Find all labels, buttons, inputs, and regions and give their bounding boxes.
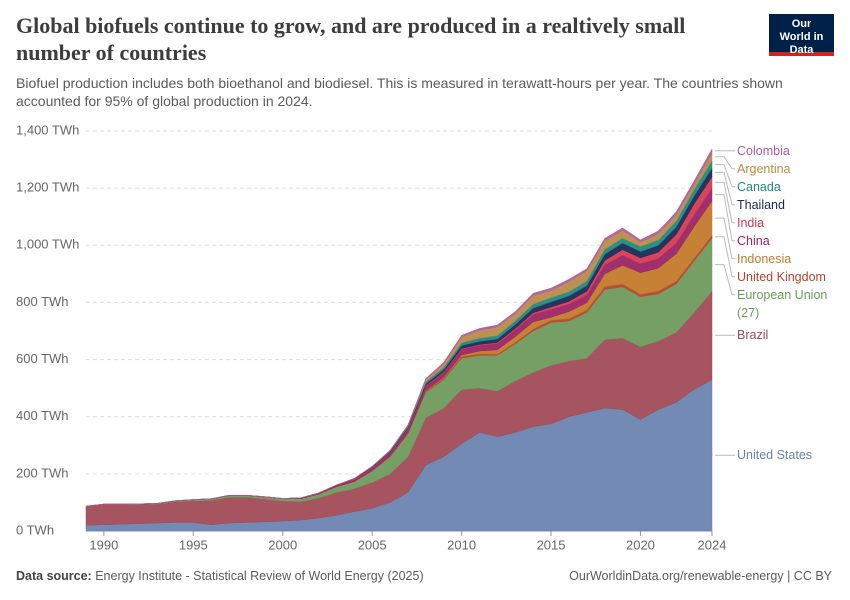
x-tick-label: 2000 (268, 537, 297, 552)
legend-label: United States (737, 448, 813, 463)
label-connector (715, 236, 735, 278)
x-tick-label: 2024 (698, 537, 727, 552)
legend-label: Brazil (737, 328, 769, 343)
label-connector (715, 181, 735, 224)
area (85, 148, 713, 507)
chart-title: Global biofuels continue to grow, and ar… (16, 13, 686, 65)
label-connector (715, 217, 735, 260)
legend-label: Colombia (737, 143, 790, 158)
x-tick-label: 1995 (179, 537, 208, 552)
logo[interactable]: Our World in Data (769, 14, 834, 56)
label-connector (715, 164, 735, 188)
y-tick-label: 1,200 TWh (16, 180, 79, 195)
x-tick-label: 2015 (537, 537, 566, 552)
legend-label: Thailand (737, 197, 785, 212)
legend-label: Canada (737, 179, 781, 194)
y-tick-label: 0 TWh (16, 522, 54, 537)
y-tick-label: 1,000 TWh (16, 237, 79, 252)
label-connector (715, 264, 735, 296)
label-connector (715, 156, 735, 170)
y-tick-label: 600 TWh (16, 351, 69, 366)
x-tick-label: 2010 (447, 537, 476, 552)
chart-subtitle: Biofuel production includes both bioetha… (16, 75, 783, 109)
y-tick-label: 800 TWh (16, 294, 69, 309)
legend-label: China (737, 233, 770, 248)
source: Data source: Energy Institute - Statisti… (16, 569, 424, 583)
y-tick-label: 200 TWh (16, 465, 69, 480)
x-tick-label: 1990 (89, 537, 118, 552)
label-connector (715, 171, 735, 206)
logo-text: Our World in Data (779, 18, 824, 56)
legend-label: United Kingdom (737, 269, 826, 284)
label-connector (715, 194, 735, 242)
y-tick-label: 400 TWh (16, 408, 69, 423)
x-tick-label: 2020 (626, 537, 655, 552)
source-label: Data source: (16, 569, 92, 583)
legend-label: European Union (27) (737, 287, 828, 320)
x-tick-label: 2005 (358, 537, 387, 552)
legend-label: India (737, 215, 765, 230)
legend-label: Indonesia (737, 251, 792, 266)
source-text: Energy Institute - Statistical Review of… (95, 569, 424, 583)
y-tick-label: 1,400 TWh (16, 122, 79, 137)
legend-label: Argentina (737, 161, 791, 176)
url[interactable]: OurWorldinData.org/renewable-energy | CC… (569, 569, 832, 583)
